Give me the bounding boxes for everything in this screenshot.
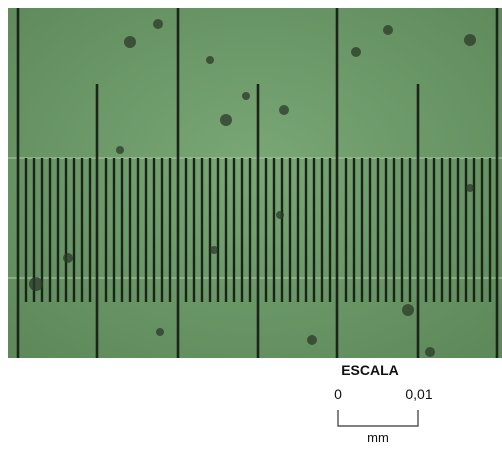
scale-bar: [337, 410, 419, 427]
spot: [220, 114, 232, 126]
spot: [210, 246, 218, 254]
spot: [464, 34, 476, 46]
scale-title: ESCALA: [341, 362, 399, 378]
spot: [425, 347, 435, 357]
spot: [466, 184, 474, 192]
scale-start: 0: [334, 386, 342, 402]
scale-end: 0,01: [405, 386, 432, 402]
spot: [156, 328, 164, 336]
spot: [242, 92, 250, 100]
spot: [116, 146, 124, 154]
spot: [153, 19, 163, 29]
spot: [402, 304, 414, 316]
spot: [279, 105, 289, 115]
spot: [206, 56, 214, 64]
scale-unit: mm: [367, 430, 389, 445]
spot: [383, 25, 393, 35]
debris-spots: [29, 19, 476, 357]
spot: [307, 335, 317, 345]
spot: [351, 47, 361, 57]
spot: [29, 277, 43, 291]
spot: [276, 211, 284, 219]
spot: [124, 36, 136, 48]
spot: [63, 253, 73, 263]
